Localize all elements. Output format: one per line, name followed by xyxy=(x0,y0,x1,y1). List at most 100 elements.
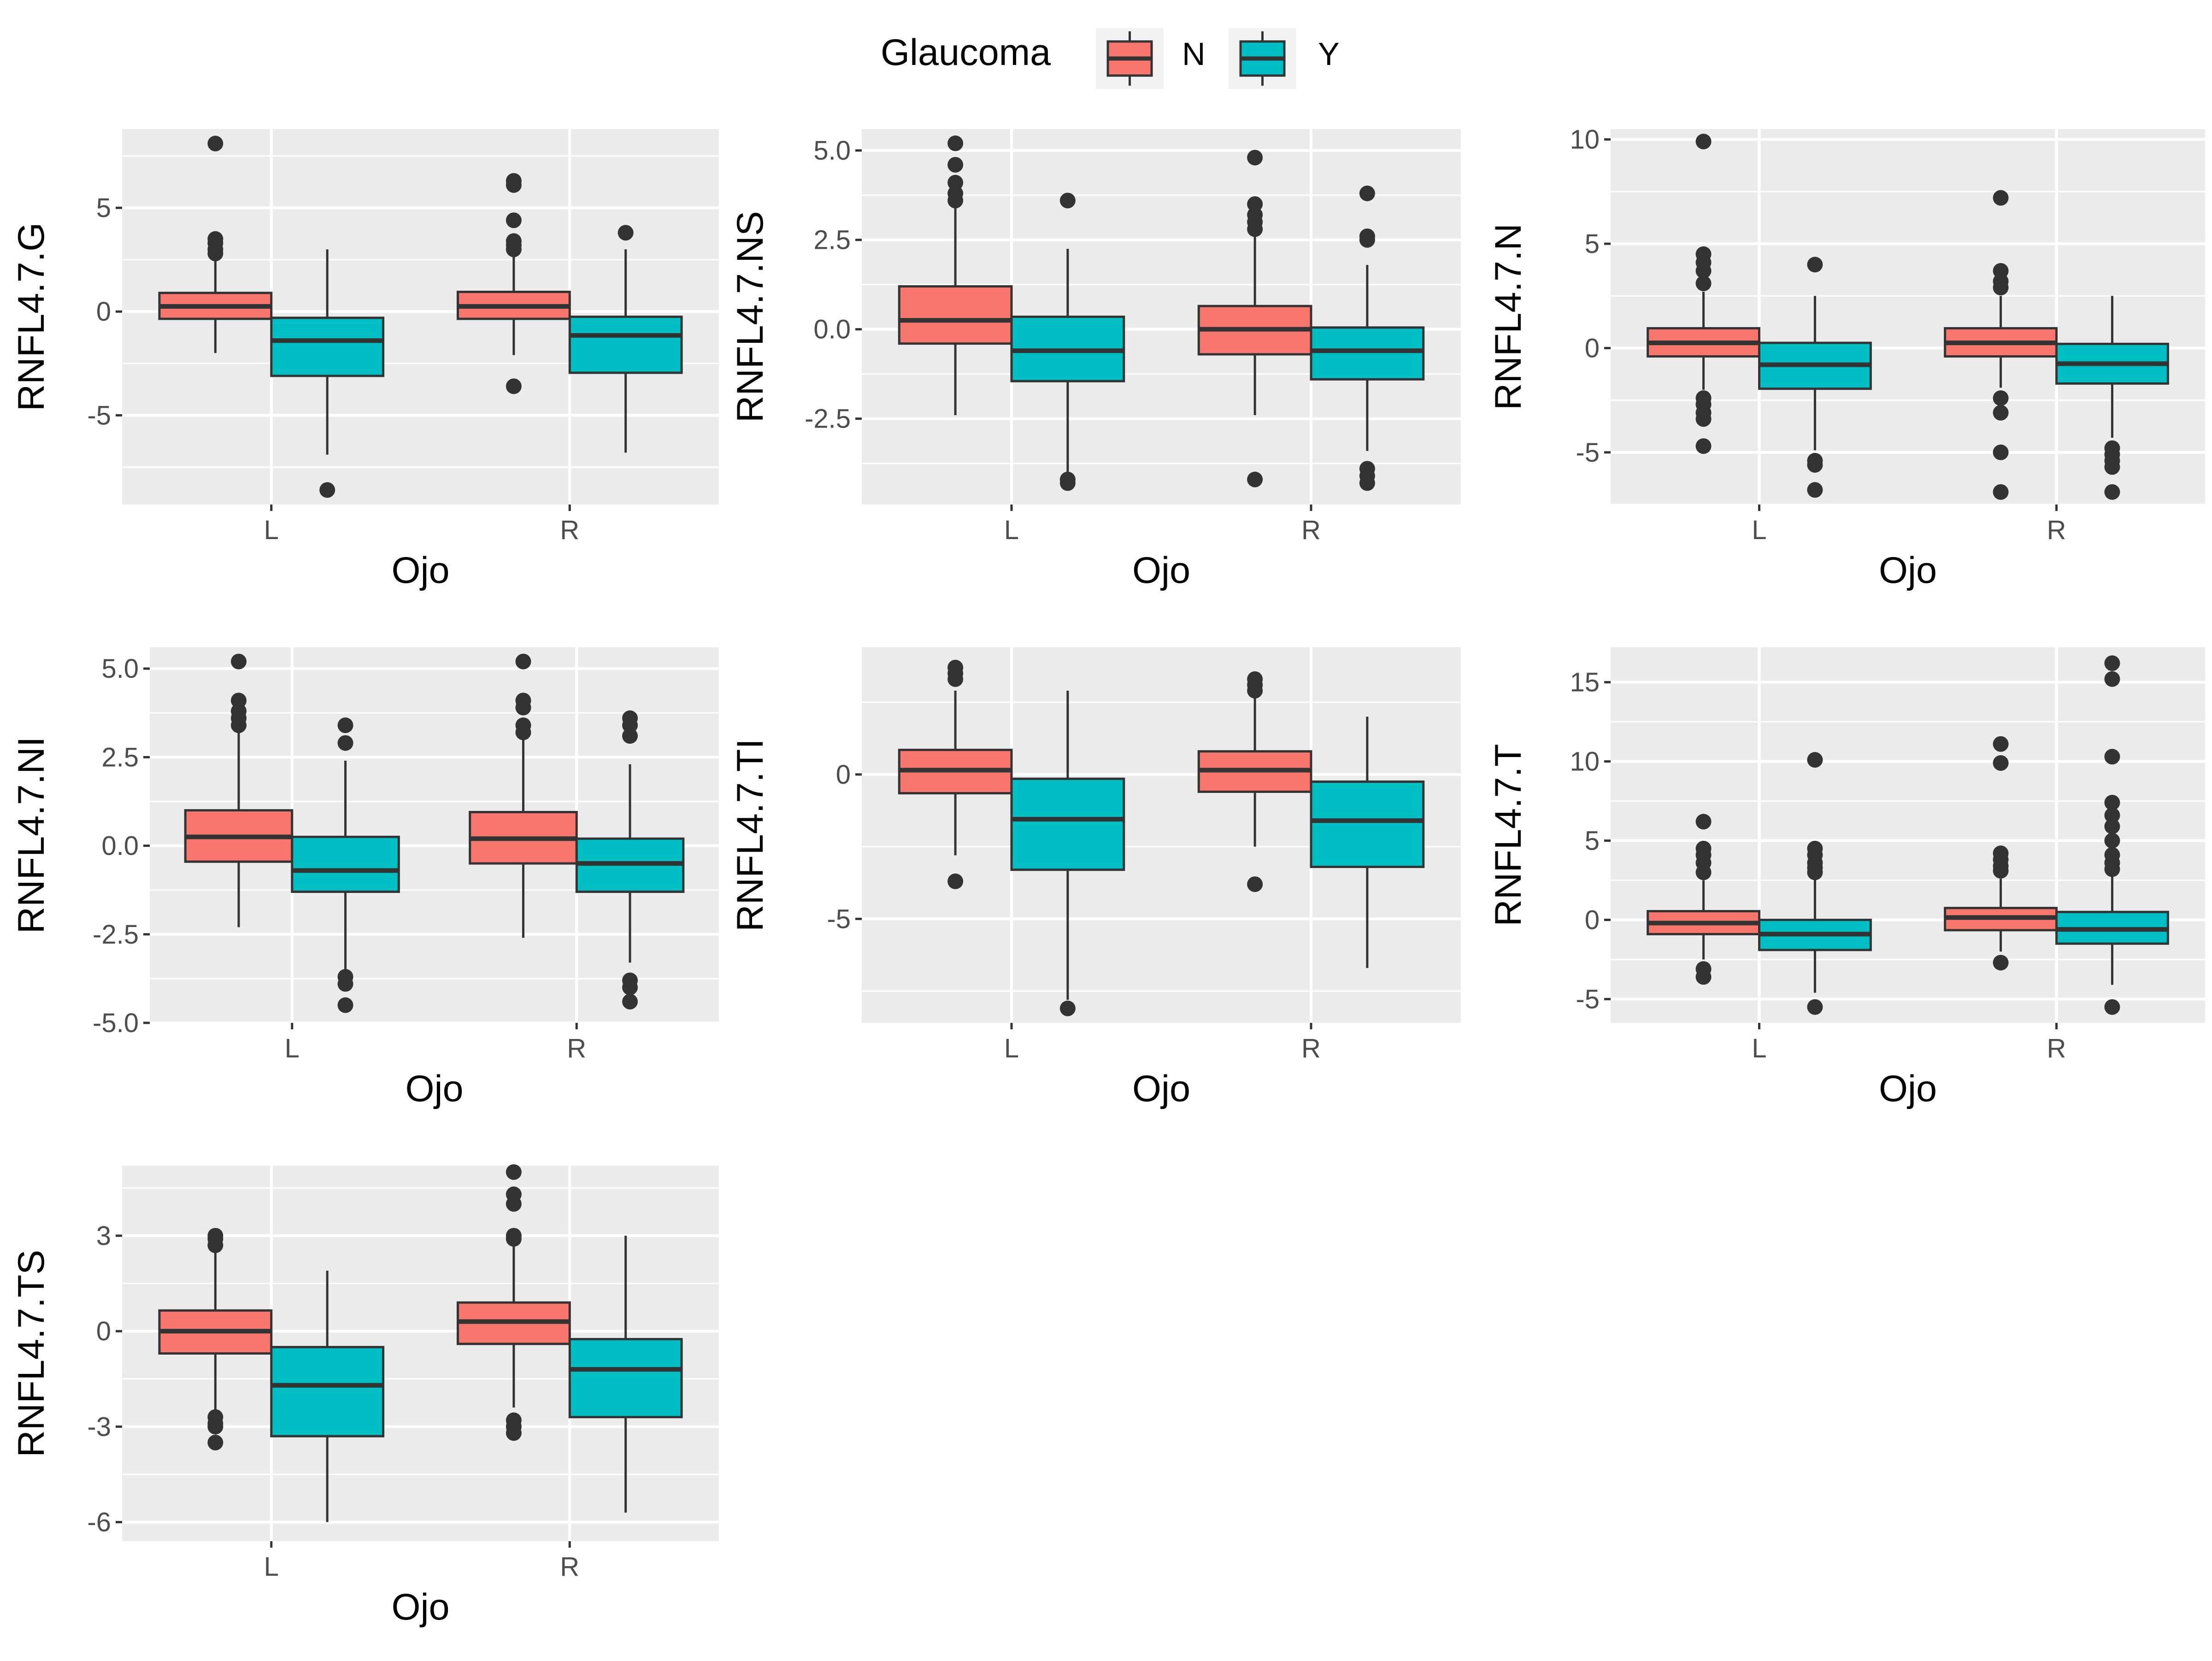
legend-title: Glaucoma xyxy=(881,32,1051,73)
outlier-point xyxy=(1695,276,1712,292)
outlier-point xyxy=(337,717,353,734)
panel-rnfl4-7-g: 5 0 -5 L R Ojo RNFL4.7.G xyxy=(11,129,719,591)
x-tick-label: L xyxy=(285,1033,300,1063)
outlier-point xyxy=(618,225,634,241)
outlier-point xyxy=(506,212,522,229)
outlier-point xyxy=(947,157,964,173)
panel-rnfl4-7-ts: 3 0 -3 -6 L R Ojo RNFL4.7.TS xyxy=(11,1164,719,1628)
outlier-point xyxy=(1993,736,2009,752)
box-iqr xyxy=(270,1346,385,1438)
x-tick-label: L xyxy=(264,1552,279,1582)
facet-panels: 5 0 -5 L R Ojo RNFL4.7.G 5.0 2.5 0.0 -2.5 L R Ojo RNFL… xyxy=(11,125,2205,1628)
y-tick-label: 2.5 xyxy=(101,742,139,772)
outlier-point xyxy=(506,1231,522,1247)
y-axis-title: RNFL4.7.N xyxy=(1488,223,1529,410)
outlier-point xyxy=(506,1425,522,1441)
outlier-point xyxy=(1695,438,1712,454)
y-tick-label: 5 xyxy=(96,193,111,223)
x-axis-title: Ojo xyxy=(1132,550,1190,591)
outlier-point xyxy=(1993,863,2009,879)
y-tick-label: -5 xyxy=(827,904,851,934)
y-tick-label: 10 xyxy=(1570,125,1600,155)
box-iqr xyxy=(1310,781,1425,868)
outlier-point xyxy=(1359,185,1375,201)
y-tick-label: -5 xyxy=(1576,984,1600,1014)
x-axis-title: Ojo xyxy=(1879,550,1937,591)
box-l-n xyxy=(1647,814,1760,985)
outlier-point xyxy=(230,717,247,734)
y-tick-label: -3 xyxy=(87,1412,111,1442)
outlier-point xyxy=(947,135,964,152)
outlier-point xyxy=(337,997,353,1013)
outlier-point xyxy=(1695,263,1712,279)
box-l-n xyxy=(898,659,1013,889)
box-r-y xyxy=(2055,296,2169,500)
outlier-point xyxy=(1247,150,1263,166)
outlier-point xyxy=(1807,752,1823,768)
outlier-point xyxy=(1993,484,2009,500)
y-tick-label: 0 xyxy=(96,1316,111,1346)
outlier-point xyxy=(2104,749,2120,765)
y-tick-label: 0 xyxy=(1585,905,1600,935)
outlier-point xyxy=(2104,655,2120,671)
outlier-point xyxy=(1247,471,1263,487)
outlier-point xyxy=(1993,444,2009,460)
y-axis-title: RNFL4.7.G xyxy=(11,223,52,411)
outlier-point xyxy=(1059,475,1076,491)
x-tick-label: R xyxy=(1301,1033,1321,1063)
x-axis-title: Ojo xyxy=(405,1068,463,1109)
x-tick-label: L xyxy=(1752,515,1766,545)
outlier-point xyxy=(2104,795,2120,811)
x-axis-title: Ojo xyxy=(1879,1068,1937,1109)
y-tick-label: 0.0 xyxy=(813,315,851,345)
box-r-n xyxy=(1944,736,2058,971)
y-tick-label: -5.0 xyxy=(93,1008,139,1038)
outlier-point xyxy=(1993,280,2009,296)
outlier-point xyxy=(1359,475,1375,491)
legend-key-n xyxy=(1096,28,1164,89)
outlier-point xyxy=(2104,861,2120,877)
box-iqr xyxy=(1010,777,1125,871)
box-r-y xyxy=(568,225,683,453)
x-tick-label: R xyxy=(567,1033,586,1063)
y-tick-label: 0 xyxy=(1585,333,1600,363)
x-tick-label: R xyxy=(1301,515,1321,545)
box-r-y xyxy=(575,710,685,1010)
box-l-y xyxy=(270,249,385,498)
box-r-y xyxy=(1310,716,1425,968)
outlier-point xyxy=(1695,814,1712,830)
outlier-point xyxy=(207,1237,224,1253)
legend: Glaucoma N Y xyxy=(881,28,1340,89)
legend-label-y: Y xyxy=(1318,36,1340,72)
outlier-point xyxy=(1247,876,1263,892)
x-tick-label: L xyxy=(1752,1033,1766,1063)
panel-rnfl4-7-t: 15 10 5 0 -5 L R Ojo RNFL4.7.T xyxy=(1488,647,2205,1109)
outlier-point xyxy=(1807,457,1823,473)
outlier-point xyxy=(506,1164,522,1180)
y-tick-label: 0 xyxy=(836,760,851,790)
y-tick-label: 5.0 xyxy=(101,654,139,684)
box-l-y xyxy=(1010,691,1125,1016)
x-axis-title: Ojo xyxy=(391,550,449,591)
outlier-point xyxy=(1247,221,1263,237)
outlier-point xyxy=(2104,807,2120,823)
y-tick-label: -6 xyxy=(87,1508,111,1538)
box-r-n xyxy=(1944,190,2058,500)
box-l-y xyxy=(291,717,400,1013)
x-tick-label: R xyxy=(2047,515,2066,545)
y-tick-label: 10 xyxy=(1570,747,1600,777)
box-l-y xyxy=(1758,257,1872,498)
x-tick-label: L xyxy=(1004,1033,1019,1063)
outlier-point xyxy=(319,482,335,498)
x-tick-label: L xyxy=(1004,515,1019,545)
outlier-point xyxy=(947,193,964,209)
y-tick-label: 2.5 xyxy=(813,225,851,255)
outlier-point xyxy=(1807,864,1823,880)
y-axis-title: RNFL4.7.TI xyxy=(729,739,771,932)
outlier-point xyxy=(1807,999,1823,1015)
outlier-point xyxy=(622,980,638,996)
x-tick-label: L xyxy=(264,515,279,545)
y-axis-title: RNFL4.7.NI xyxy=(11,737,52,934)
outlier-point xyxy=(1807,257,1823,273)
